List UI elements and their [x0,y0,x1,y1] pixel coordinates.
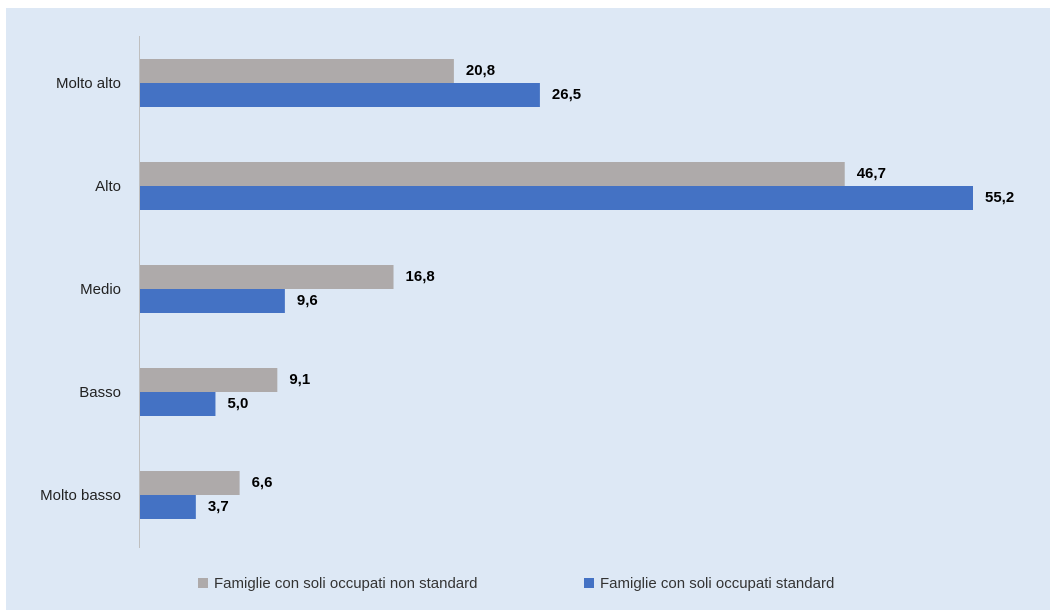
legend-label-series-1: Famiglie con soli occupati non standard [214,575,477,592]
category-label-molto-alto: Molto alto [56,75,121,92]
data-label-alto-series-1: 46,7 [857,165,886,182]
bar-alto-series-1 [140,162,845,186]
category-label-medio: Medio [80,281,121,298]
bar-molto-basso-series-1 [140,471,240,495]
bar-chart: Molto alto 20,8 26,5 Alto 46,7 55,2 Medio 16,8 9… [40,36,1014,592]
category-label-alto: Alto [95,178,121,195]
data-label-basso-series-1: 9,1 [289,371,310,388]
data-label-molto-basso-series-2: 3,7 [208,498,229,515]
bar-molto-alto-series-1 [140,59,454,83]
data-label-molto-alto-series-1: 20,8 [466,62,495,79]
data-label-alto-series-2: 55,2 [985,189,1014,206]
bar-molto-alto-series-2 [140,83,540,107]
category-label-basso: Basso [79,384,121,401]
bar-alto-series-2 [140,186,973,210]
bar-molto-basso-series-2 [140,495,196,519]
legend-swatch-series-1 [198,578,208,588]
data-label-medio-series-1: 16,8 [406,268,435,285]
data-label-molto-alto-series-2: 26,5 [552,86,581,103]
bar-medio-series-1 [140,265,394,289]
data-label-molto-basso-series-1: 6,6 [252,474,273,491]
chart-frame: Molto alto 20,8 26,5 Alto 46,7 55,2 Medio 16,8 9… [6,8,1050,610]
legend-label-series-2: Famiglie con soli occupati standard [600,575,834,592]
bar-basso-series-1 [140,368,278,392]
data-label-basso-series-2: 5,0 [227,395,248,412]
bar-medio-series-2 [140,289,285,313]
legend-swatch-series-2 [584,578,594,588]
bar-basso-series-2 [140,392,216,416]
data-label-medio-series-2: 9,6 [297,292,318,309]
category-label-molto-basso: Molto basso [40,487,121,504]
